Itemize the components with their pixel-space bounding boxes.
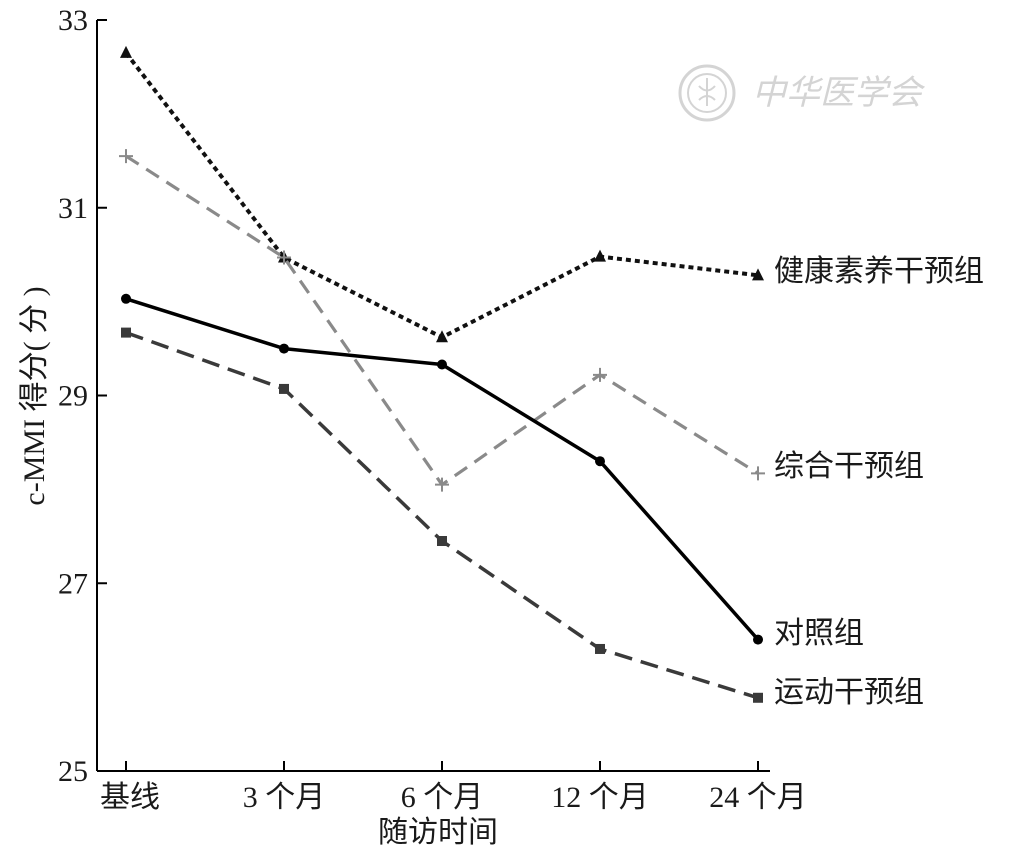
- data-point-circle: [279, 343, 289, 354]
- society-seal-icon: [678, 64, 736, 122]
- x-tick-label: 6 个月: [401, 781, 484, 814]
- series-label: 对照组: [774, 617, 864, 650]
- data-point-circle: [595, 456, 605, 467]
- x-tick-label: 3 个月: [243, 781, 326, 814]
- series-label: 健康素养干预组: [774, 255, 984, 288]
- y-tick-label: 25: [58, 755, 88, 788]
- data-point-square: [121, 327, 131, 338]
- x-tick-label: 基线: [100, 781, 160, 814]
- y-tick-label: 33: [58, 4, 88, 37]
- series-line: [125, 330, 759, 700]
- series-2: 对照组: [121, 293, 864, 650]
- y-tick-label: 31: [58, 192, 88, 225]
- x-tick-label: 24 个月: [709, 781, 807, 814]
- x-tick-label: 12 个月: [551, 781, 649, 814]
- series-label: 运动干预组: [774, 676, 924, 709]
- data-point-square: [595, 643, 605, 654]
- data-point-square: [753, 692, 763, 703]
- data-point-plus: [751, 466, 765, 481]
- x-axis-title: 随访时间: [378, 816, 498, 849]
- series-label: 综合干预组: [774, 450, 924, 483]
- watermark-text: 中华医学会: [752, 73, 926, 113]
- series-line: [125, 154, 759, 487]
- data-point-circle: [753, 634, 763, 645]
- data-point-plus: [593, 367, 607, 382]
- data-point-circle: [437, 359, 447, 370]
- y-axis-title: c-MMI 得分( 分 ): [18, 286, 51, 505]
- y-tick-label: 27: [58, 567, 88, 600]
- y-tick-label: 29: [58, 380, 88, 413]
- data-point-triangle: [120, 45, 132, 58]
- series-1: 综合干预组: [119, 149, 924, 492]
- data-point-plus: [435, 477, 449, 492]
- y-ticks: 25 27 29 31 33: [58, 4, 107, 788]
- data-point-triangle: [594, 249, 606, 262]
- series-0: 健康素养干预组: [120, 45, 984, 343]
- data-point-plus: [277, 250, 291, 265]
- data-point-circle: [121, 293, 131, 304]
- series-3: 运动干预组: [121, 327, 924, 709]
- watermark: 中华医学会: [678, 64, 926, 122]
- series-line: [125, 297, 760, 641]
- series-line: [124, 51, 759, 340]
- data-point-square: [437, 536, 447, 547]
- axes: [96, 20, 770, 772]
- data-point-triangle: [752, 268, 764, 281]
- data-point-triangle: [436, 330, 448, 343]
- data-point-square: [279, 383, 289, 394]
- data-point-plus: [119, 149, 133, 164]
- x-ticks: 基线 3 个月 6 个月 12 个月 24 个月: [100, 761, 807, 814]
